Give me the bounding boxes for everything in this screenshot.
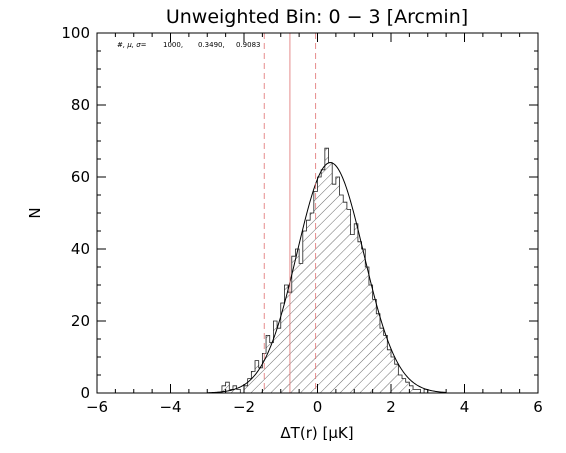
histogram-bar: [405, 382, 410, 393]
histogram-bar: [372, 299, 377, 393]
histogram-bar: [225, 382, 230, 393]
histogram-bar: [332, 184, 336, 393]
histogram-bar: [236, 389, 241, 393]
histogram-bar: [409, 385, 414, 393]
histogram-bar: [302, 231, 307, 393]
histogram-bar: [255, 360, 259, 393]
x-tick-label: 0: [313, 398, 323, 416]
histogram-bar: [346, 209, 351, 393]
stats-label: #, μ, σ=: [117, 41, 147, 49]
gaussian-fit-curve: [207, 162, 447, 394]
histogram-bar: [299, 263, 303, 393]
histogram-bar: [357, 241, 362, 393]
x-tick-label: 2: [386, 398, 396, 416]
histogram-bar: [350, 234, 355, 393]
stats-annotation: #, μ, σ= 1000, 0.3490, 0.9083: [117, 41, 261, 49]
histogram-bar: [284, 285, 289, 393]
histogram-bar: [317, 177, 322, 393]
histogram-outline: [221, 147, 429, 394]
histogram-bar: [247, 378, 252, 393]
histogram-bar: [387, 349, 391, 393]
histogram-bar: [280, 303, 285, 393]
y-axis-label: N: [26, 207, 44, 218]
histogram-bar: [402, 378, 406, 393]
histogram-bar: [313, 191, 318, 393]
histogram-bar: [416, 389, 421, 393]
histogram-bar: [376, 313, 380, 393]
histogram-bar: [229, 389, 233, 393]
y-tick-label: 100: [61, 24, 90, 42]
x-tick-label: 4: [460, 398, 470, 416]
histogram-bar: [368, 285, 373, 393]
histogram-bar: [269, 342, 274, 393]
histogram-bar: [251, 371, 256, 393]
histogram-bar: [391, 357, 395, 393]
stats-sigma-value: 0.9083: [236, 41, 261, 49]
histogram-bar: [335, 177, 340, 393]
histogram-bar: [306, 220, 311, 393]
plot-area: [207, 33, 447, 394]
y-tick-label: 40: [71, 240, 90, 258]
histogram-bar: [328, 162, 333, 393]
histogram-bar: [321, 169, 325, 393]
histogram-bar: [424, 389, 428, 393]
chart-title: Unweighted Bin: 0 − 3 [Arcmin]: [166, 6, 468, 28]
y-tick-label: 80: [71, 96, 90, 114]
histogram-bar: [324, 148, 329, 393]
x-tick-label: −2: [233, 398, 255, 416]
histogram-bar: [354, 223, 358, 393]
histogram-bar: [339, 195, 344, 393]
x-tick-label: −6: [86, 398, 108, 416]
histogram-bar: [361, 249, 366, 393]
x-tick-label: 6: [533, 398, 543, 416]
histogram-bar: [365, 267, 369, 393]
histogram-bar: [266, 335, 270, 393]
histogram-bar: [295, 249, 300, 393]
histogram-bar: [413, 389, 417, 393]
histogram-bar: [343, 202, 347, 393]
histogram-bar: [291, 256, 296, 393]
histogram-bar: [258, 367, 263, 393]
histogram-bar: [379, 328, 384, 393]
stats-n-value: 1000,: [163, 41, 183, 49]
histogram-bar: [394, 364, 399, 393]
histogram-bar: [221, 385, 226, 393]
histogram-bar: [398, 375, 403, 393]
x-axis-label: ΔT(r) [μK]: [280, 424, 353, 442]
y-tick-label: 60: [71, 168, 90, 186]
histogram-bar: [383, 335, 388, 393]
y-tick-label: 0: [80, 384, 90, 402]
stats-mu-value: 0.3490,: [198, 41, 225, 49]
histogram-bar: [310, 213, 314, 393]
x-tick-label: −4: [159, 398, 181, 416]
histogram-bar: [277, 328, 281, 393]
histogram-bar: [244, 385, 248, 393]
histogram-bar: [273, 321, 278, 393]
y-tick-label: 20: [71, 312, 90, 330]
